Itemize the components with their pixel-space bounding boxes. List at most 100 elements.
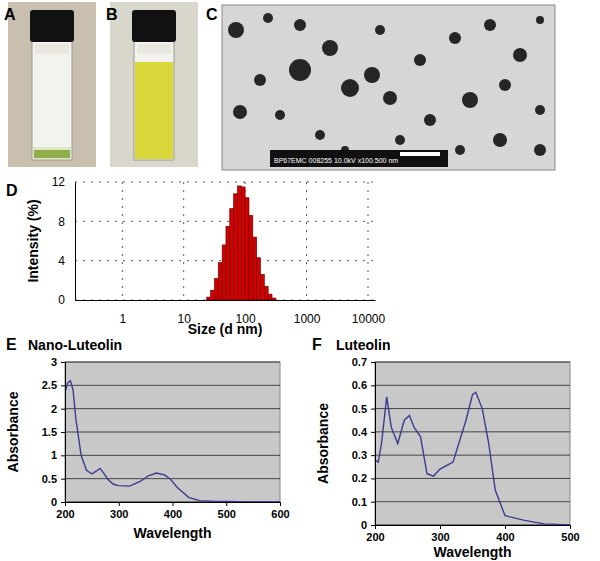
tick-label: 0.1 [352, 496, 367, 508]
vial-glass [134, 40, 174, 160]
tick-label: 8 [58, 215, 65, 229]
grid-line [375, 431, 570, 432]
grid-line [183, 182, 184, 300]
tick: 0.4 [352, 426, 375, 438]
photo-background [110, 2, 198, 167]
nanoparticle [534, 144, 546, 156]
tick: 10000 [352, 300, 386, 326]
panel-label: E [6, 336, 17, 353]
x-axis: 200300400500600 [56, 502, 289, 520]
plot-area [207, 186, 276, 300]
bar [264, 286, 268, 300]
tick-label: 1.5 [42, 426, 57, 438]
nanoparticle [263, 13, 273, 23]
vial-label [137, 44, 171, 54]
nanoparticle [484, 19, 496, 31]
tick-mark [371, 409, 375, 410]
photo [110, 2, 198, 167]
tick-mark [61, 479, 65, 480]
tick-label: 10000 [352, 312, 386, 326]
grid-line [375, 501, 570, 502]
panel-label: C [206, 6, 218, 23]
x-axis-title: Wavelength [433, 544, 511, 560]
nanoparticle [233, 105, 247, 119]
tem-caption: BP67EMC 008255 10.0kV x100.500 nm [274, 157, 398, 164]
tick: 0.3 [352, 449, 375, 461]
bar [226, 226, 230, 300]
nanoparticle [462, 92, 478, 108]
tick: 2 [51, 403, 65, 415]
tick: 0.2 [352, 472, 375, 484]
tick: 300 [431, 525, 449, 543]
nanoparticle [449, 32, 461, 44]
tick: 1000 [294, 300, 321, 326]
tick-label: 0.3 [352, 449, 367, 461]
bar [222, 245, 226, 300]
bar [211, 290, 215, 300]
tick-label: 300 [110, 508, 128, 520]
plot-background [65, 362, 280, 502]
bar [214, 278, 218, 300]
grid-line [375, 385, 570, 386]
bar [230, 209, 234, 300]
bar [257, 258, 261, 300]
nanoparticle [275, 110, 285, 120]
y-axis-title: Intensity (%) [25, 199, 41, 282]
nanoparticle [414, 54, 426, 66]
y-axis: 0 0.5 1 1.5 2 2.5 3 [42, 356, 66, 508]
panel-label: B [106, 6, 118, 23]
tick-label: 600 [271, 508, 289, 520]
tick-label: 300 [431, 531, 449, 543]
chart: 20030040050000.10.20.30.40.50.60.7Wavele… [312, 336, 580, 560]
vial-liquid [33, 147, 71, 159]
nanoparticle [228, 22, 244, 38]
panel-label: D [6, 182, 18, 199]
plot-background [375, 362, 570, 525]
tick-label: 0 [51, 496, 57, 508]
grid-line [306, 182, 307, 300]
vial-cap [30, 10, 74, 42]
nanoparticle [375, 25, 385, 35]
tick-mark [371, 525, 375, 526]
nanoparticle [294, 19, 306, 31]
nanoparticle [535, 105, 545, 115]
tick-label: 500 [218, 508, 236, 520]
tick: 4 [58, 254, 75, 268]
tick-label: 3 [51, 356, 57, 368]
tick-mark [226, 502, 227, 506]
bar [272, 298, 276, 300]
tick: 600 [271, 502, 289, 520]
grid-line [65, 478, 280, 479]
tick: 0.7 [352, 356, 375, 368]
tick-label: 0.5 [42, 473, 57, 485]
tick: 1 [119, 300, 126, 326]
tick: 8 [58, 215, 75, 229]
y-axis-title: Absorbance [5, 391, 21, 472]
bar [207, 297, 211, 300]
y-axis: 04812 [52, 175, 76, 307]
vial-label [35, 44, 69, 54]
bar [245, 198, 249, 300]
grid [75, 182, 375, 300]
line [65, 381, 280, 502]
grid-line [368, 182, 369, 300]
vial-cap [132, 10, 176, 42]
line [375, 392, 570, 525]
tick-label: 1 [51, 449, 57, 461]
x-axis-title: Wavelength [133, 525, 211, 541]
nanoparticle [364, 67, 380, 83]
photo [8, 2, 96, 167]
tick: 2.5 [42, 379, 65, 391]
nanoparticle [289, 59, 311, 81]
y-axis: 00.10.20.30.40.50.60.7 [352, 356, 376, 531]
tick-label: 200 [366, 531, 384, 543]
nanoparticle [499, 79, 511, 91]
x-axis: 200300400500 [366, 525, 579, 543]
tem-image: BP67EMC 008255 10.0kV x100.500 nm [222, 5, 555, 170]
tick-mark [371, 385, 375, 386]
tick-mark [61, 385, 65, 386]
tick-mark [570, 525, 571, 529]
grid-line [65, 362, 280, 363]
tick-mark [440, 525, 441, 529]
chart-title: Luteolin [336, 337, 390, 353]
